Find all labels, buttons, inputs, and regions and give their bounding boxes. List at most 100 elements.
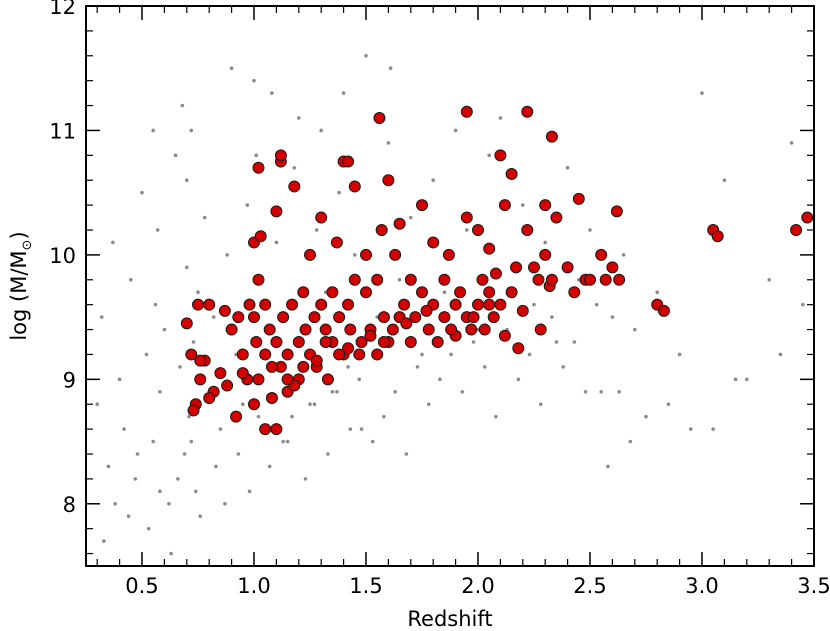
gray-point (236, 452, 241, 456)
gray-point (314, 228, 319, 232)
red-point (194, 354, 207, 367)
gray-point (449, 352, 453, 357)
gray-point (599, 389, 603, 394)
red-point (348, 180, 361, 193)
gray-point (700, 91, 704, 95)
gray-point (460, 389, 465, 394)
gray-point (335, 389, 339, 394)
gray-point (498, 116, 503, 120)
gray-point (521, 203, 525, 207)
red-point (389, 248, 402, 261)
gray-point (290, 414, 294, 419)
red-point (292, 336, 305, 348)
red-point (342, 155, 355, 168)
gray-point (241, 402, 245, 407)
red-point (342, 298, 355, 311)
red-point (243, 298, 256, 311)
red-point (442, 248, 455, 261)
red-point (572, 192, 585, 205)
red-point (606, 261, 619, 274)
x-tick-label: 2.5 (573, 574, 606, 598)
red-point (315, 298, 328, 311)
red-point (510, 261, 523, 274)
gray-point (801, 302, 805, 307)
red-point (259, 298, 272, 311)
y-tick-label: 8 (63, 493, 76, 517)
gray-point (353, 253, 357, 257)
gray-point (337, 190, 341, 195)
gray-point (129, 277, 133, 282)
gray-point (191, 340, 196, 344)
y-axis-title: log (M/M⊙) (7, 231, 35, 340)
red-point (344, 323, 357, 336)
red-point (472, 224, 484, 236)
red-point (505, 286, 518, 299)
red-point (483, 286, 496, 299)
gray-point (151, 128, 155, 133)
x-tick-label: 3.5 (797, 574, 830, 598)
gray-point (173, 153, 178, 158)
red-point (371, 273, 384, 286)
gray-point (386, 141, 391, 145)
y-tick-label: 9 (63, 368, 76, 392)
red-point (373, 112, 386, 124)
red-point (355, 336, 368, 348)
red-point (259, 348, 272, 361)
gray-point (532, 302, 536, 307)
red-point (494, 149, 507, 162)
red-point (377, 311, 390, 324)
gray-point (594, 302, 599, 307)
gray-point (689, 427, 693, 431)
gray-point (153, 302, 158, 307)
gray-point (453, 128, 458, 133)
gray-point (198, 514, 203, 519)
x-tick-label: 3.0 (685, 574, 718, 598)
gray-point (677, 352, 682, 357)
red-point (420, 304, 433, 317)
red-point (505, 168, 518, 180)
red-point (398, 298, 411, 311)
gray-point (733, 377, 738, 382)
red-point (416, 199, 428, 212)
gray-point (312, 402, 317, 407)
red-point (545, 273, 558, 286)
gray-point (465, 228, 469, 232)
gray-point (254, 153, 259, 158)
gray-point (211, 315, 216, 319)
gray-point (393, 389, 397, 394)
gray-point (711, 427, 715, 431)
red-point (299, 323, 312, 336)
gray-point (565, 165, 570, 170)
red-point (465, 323, 478, 336)
red-point (371, 348, 384, 361)
red-point (528, 261, 540, 274)
red-point (460, 105, 473, 118)
red-point (274, 149, 287, 162)
gray-point (178, 365, 182, 369)
gray-point (397, 277, 402, 282)
gray-point (106, 464, 111, 469)
red-point (472, 298, 484, 311)
gray-point (420, 352, 424, 357)
y-axis-title-close: ) (7, 231, 31, 239)
red-point (277, 311, 290, 324)
y-tick-labels: 8 9 10 11 12 (49, 0, 76, 517)
gray-point (326, 452, 330, 456)
red-point (438, 273, 451, 286)
gray-point (370, 439, 375, 444)
red-point (561, 261, 574, 274)
red-point (431, 336, 444, 348)
red-point (221, 379, 234, 392)
gray-point (778, 352, 783, 357)
gray-point (471, 340, 476, 344)
red-point (483, 298, 496, 311)
red-point (427, 236, 440, 249)
red-point (801, 211, 814, 224)
gray-point (256, 414, 261, 419)
red-point (657, 304, 670, 317)
axis-ticks (86, 5, 815, 566)
gray-point (117, 377, 122, 382)
red-point (254, 230, 267, 243)
gray-point (274, 240, 279, 245)
gray-point (561, 365, 565, 369)
